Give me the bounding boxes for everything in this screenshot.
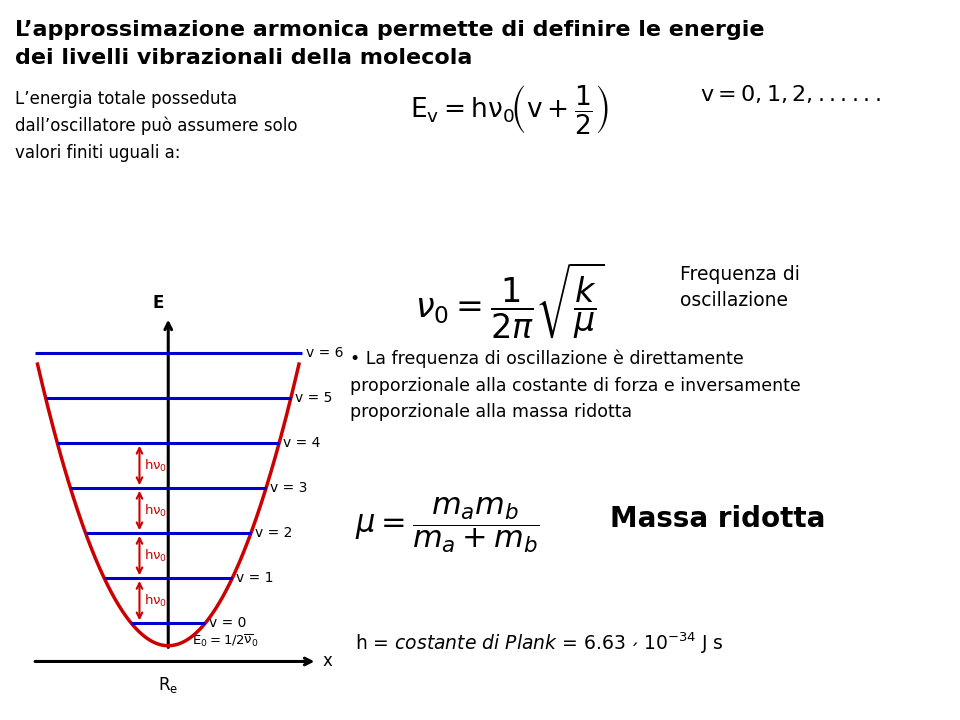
Text: L’approssimazione armonica permette di definire le energie: L’approssimazione armonica permette di d… xyxy=(15,20,764,40)
Text: $\mu = \dfrac{m_a m_b}{m_a+m_b}$: $\mu = \dfrac{m_a m_b}{m_a+m_b}$ xyxy=(355,495,540,554)
Text: dei livelli vibrazionali della molecola: dei livelli vibrazionali della molecola xyxy=(15,48,472,68)
Text: E: E xyxy=(153,294,164,312)
Text: v = 5: v = 5 xyxy=(295,391,332,405)
Text: v = 1: v = 1 xyxy=(236,571,274,585)
Text: L’energia totale posseduta
dall’oscillatore può assumere solo
valori finiti ugua: L’energia totale posseduta dall’oscillat… xyxy=(15,90,298,161)
Text: v = 0: v = 0 xyxy=(209,616,247,630)
Text: Frequenza di
oscillazione: Frequenza di oscillazione xyxy=(680,265,800,310)
Text: h = $\mathit{costante\ di\ Plank}$ = 6.63 $\acute{\ }$ 10$^{-34}$ J s: h = $\mathit{costante\ di\ Plank}$ = 6.6… xyxy=(355,630,724,655)
Text: $\mathrm{E_v = h\nu_0\!\left(v+\dfrac{1}{2}\right)}$: $\mathrm{E_v = h\nu_0\!\left(v+\dfrac{1}… xyxy=(410,83,609,136)
Text: $\mathrm{E_0 = 1/2\overline{\nu}_0}$: $\mathrm{E_0 = 1/2\overline{\nu}_0}$ xyxy=(192,633,258,649)
Text: v = 3: v = 3 xyxy=(271,481,307,495)
Text: $\mathrm{h\nu_0}$: $\mathrm{h\nu_0}$ xyxy=(144,457,167,474)
Text: v = 6: v = 6 xyxy=(305,346,344,360)
Text: v = 2: v = 2 xyxy=(255,526,293,540)
Text: $\mathrm{h\nu_0}$: $\mathrm{h\nu_0}$ xyxy=(144,593,167,608)
Text: $\mathrm{h\nu_0}$: $\mathrm{h\nu_0}$ xyxy=(144,547,167,564)
Text: v = 4: v = 4 xyxy=(283,436,321,450)
Text: $\mathrm{v = 0,1,2,......}$: $\mathrm{v = 0,1,2,......}$ xyxy=(700,83,881,105)
Text: $\mathrm{R_e}$: $\mathrm{R_e}$ xyxy=(158,675,179,695)
Text: Massa ridotta: Massa ridotta xyxy=(610,505,826,533)
Text: • La frequenza di oscillazione è direttamente
proporzionale alla costante di for: • La frequenza di oscillazione è diretta… xyxy=(350,350,801,421)
Text: $\nu_0 = \dfrac{1}{2\pi}\sqrt{\dfrac{k}{\mu}}$: $\nu_0 = \dfrac{1}{2\pi}\sqrt{\dfrac{k}{… xyxy=(415,260,605,340)
Text: $\mathrm{h\nu_0}$: $\mathrm{h\nu_0}$ xyxy=(144,503,167,518)
Text: x: x xyxy=(323,652,332,670)
